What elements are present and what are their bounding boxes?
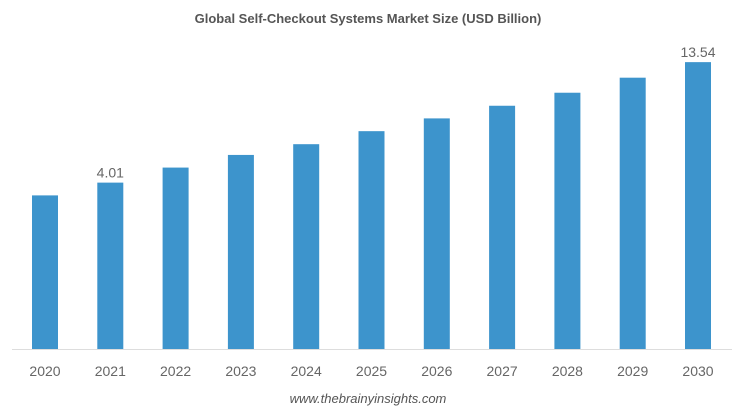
bar-2030 <box>685 62 711 350</box>
bar-2024 <box>293 144 320 349</box>
x-tick-label: 2025 <box>356 363 387 379</box>
bar-2023 <box>227 154 254 349</box>
data-label: 4.01 <box>97 165 124 181</box>
x-tick-label: 2026 <box>421 363 452 379</box>
bar-2026 <box>423 118 450 350</box>
x-tick-label: 2024 <box>291 363 322 379</box>
bar-2025 <box>358 131 385 349</box>
bar-2027 <box>489 105 516 349</box>
chart-title: Global Self-Checkout Systems Market Size… <box>194 11 542 26</box>
bar-2022 <box>162 167 189 349</box>
bar-2020 <box>32 195 58 349</box>
source-watermark: www.thebrainyinsights.com <box>289 391 447 406</box>
x-tick-label: 2029 <box>617 363 648 379</box>
x-tick-label: 2030 <box>682 363 713 379</box>
x-tick-label: 2023 <box>225 363 256 379</box>
bar-2028 <box>554 92 581 349</box>
bar-2029 <box>619 77 646 349</box>
x-tick-label: 2022 <box>160 363 191 379</box>
x-tick-label: 2027 <box>487 363 518 379</box>
x-tick-label: 2021 <box>95 363 126 379</box>
data-label: 13.54 <box>680 44 715 60</box>
x-tick-label: 2020 <box>29 363 60 379</box>
x-tick-label: 2028 <box>552 363 583 379</box>
bar-2021 <box>97 182 124 349</box>
